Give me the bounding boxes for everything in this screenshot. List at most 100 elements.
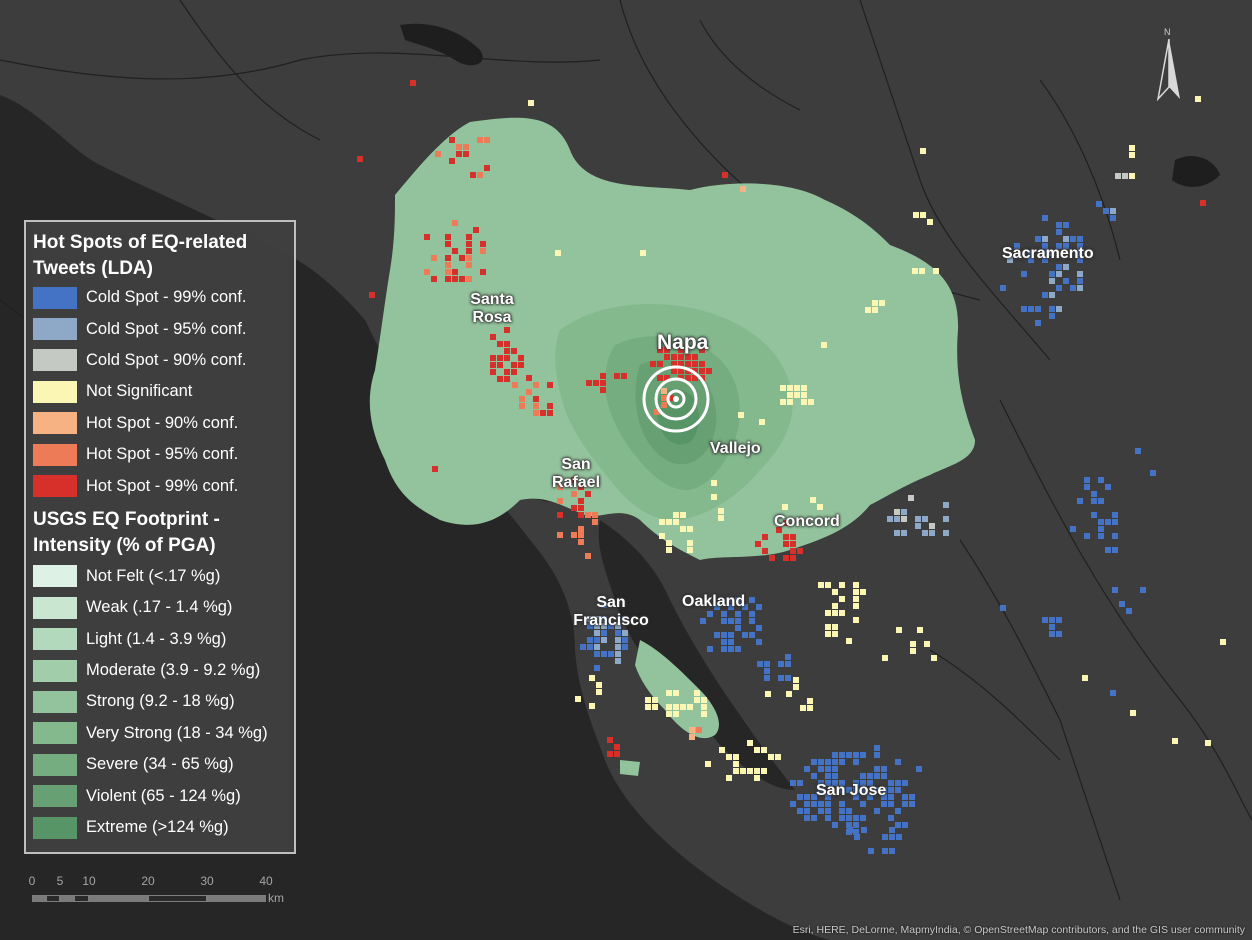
tweet-cell [881,801,887,807]
tweet-cell [721,632,727,638]
tweet-cell [1056,222,1062,228]
tweet-cell [445,241,451,247]
tweet-cell [785,675,791,681]
tweet-cell [557,532,563,538]
tweet-hotspot-cells [357,80,1226,854]
tweet-cell [894,509,900,515]
legend-hotspot-swatch [33,349,77,372]
legend-hotspot-label: Hot Spot - 90% conf. [86,413,239,432]
tweet-cell [578,539,584,545]
tweet-cell [1049,250,1055,256]
tweet-cell [557,512,563,518]
tweet-cell [853,822,859,828]
tweet-cell [756,639,762,645]
tweet-cell [449,137,455,143]
tweet-cell [484,165,490,171]
tweet-cell [832,631,838,637]
label-san-rafael: San Rafael [551,456,601,492]
tweet-cell [594,630,600,636]
tweet-cell [832,752,838,758]
tweet-cell [547,403,553,409]
tweet-cell [818,787,824,793]
tweet-cell [933,268,939,274]
footprint-east-bay-strip [635,640,720,739]
tweet-cell [1021,306,1027,312]
tweet-cell [1056,306,1062,312]
tweet-cell [879,300,885,306]
legend-intensity-swatch [33,753,77,776]
tweet-cell [615,658,621,664]
tweet-cell [504,355,510,361]
tweet-cell [1056,229,1062,235]
tweet-cell [804,794,810,800]
tweet-cell [1084,477,1090,483]
label-san-francisco: San Francisco [573,594,649,630]
tweet-cell [839,596,845,602]
tweet-cell [790,534,796,540]
tweet-cell [699,361,705,367]
tweet-cell [728,646,734,652]
tweet-cell [452,269,458,275]
tweet-cell [711,494,717,500]
tweet-cell [860,780,866,786]
tweet-cell [740,186,746,192]
tweet-cell [1042,215,1048,221]
scale-segment [148,895,207,902]
tweet-cell [1056,264,1062,270]
tweet-cell [424,234,430,240]
tweet-cell [874,808,880,814]
tweet-cell [687,540,693,546]
tweet-cell [1000,605,1006,611]
tweet-cell [888,801,894,807]
tweet-cell [742,604,748,610]
legend-intensity-item: Moderate (3.9 - 9.2 %g) [26,655,294,686]
tweet-cell [1028,306,1034,312]
tweet-cell [692,368,698,374]
tweet-cell [888,787,894,793]
tweet-cell [445,255,451,261]
tweet-cell [894,516,900,522]
tweet-cell [853,759,859,765]
tweet-cell [1049,617,1055,623]
tweet-cell [783,541,789,547]
tweet-cell [701,704,707,710]
tweet-cell [872,307,878,313]
tweet-cell [888,780,894,786]
tweet-cell [585,512,591,518]
tweet-cell [1035,236,1041,242]
tweet-cell [800,705,806,711]
tweet-cell [853,780,859,786]
tweet-cell [1049,313,1055,319]
tweet-cell [504,327,510,333]
tweet-cell [908,495,914,501]
legend-intensity-item: Extreme (>124 %g) [26,812,294,843]
tweet-cell [728,604,734,610]
tweet-cell [825,631,831,637]
tweet-cell [1049,292,1055,298]
tweet-cell [1049,624,1055,630]
tweet-cell [528,100,534,106]
tweet-cell [1091,498,1097,504]
tweet-cell [853,617,859,623]
tweet-cell [797,808,803,814]
tweet-cell [860,589,866,595]
tweet-cell [818,766,824,772]
tweet-cell [607,751,613,757]
tweet-cell [793,677,799,683]
tweet-cell [518,355,524,361]
tweet-cell [571,491,577,497]
tweet-cell [650,361,656,367]
tweet-cell [678,375,684,381]
tweet-cell [722,172,728,178]
tweet-cell [811,759,817,765]
tweet-cell [854,834,860,840]
tweet-cell [601,651,607,657]
tweet-cell [678,368,684,374]
label-napa: Napa [657,331,709,354]
legend-hotspot-swatch [33,380,77,403]
north-arrow: N [1156,27,1182,101]
tweet-cell [832,822,838,828]
tweet-cell [839,801,845,807]
tweet-cell [615,644,621,650]
tweet-cell [1098,519,1104,525]
